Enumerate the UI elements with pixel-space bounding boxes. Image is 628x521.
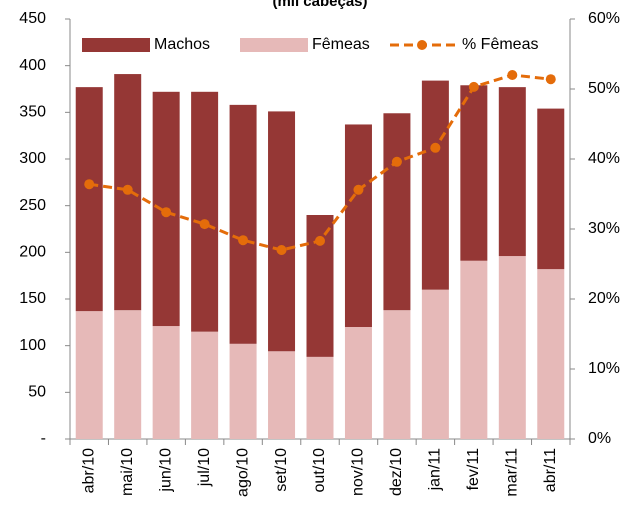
y-tick-label: 150 [19,290,46,307]
x-tick-label: dez/10 [388,448,405,496]
bar [75,87,103,312]
line-marker [468,81,479,92]
line-marker [353,184,364,195]
x-tick-label: mar/11 [504,448,521,497]
legend-label: Fêmeas [312,36,370,53]
bar [114,310,142,439]
bar [191,331,219,439]
y-tick-label: 300 [19,150,46,167]
bar [306,356,334,439]
line-marker [161,207,172,218]
bar [460,85,488,261]
y-tick-label: - [41,430,46,447]
legend-label: % Fêmeas [462,36,538,53]
bar [229,104,257,344]
chart-subtitle: (mil cabeças) [272,0,367,10]
legend-label: Machos [154,36,210,53]
x-tick-label: set/10 [273,448,290,492]
bar [344,327,372,439]
line-marker [391,156,402,167]
x-tick-label: fev/11 [465,448,482,491]
x-tick-label: jun/10 [157,448,174,493]
line-marker [122,184,133,195]
x-tick-label: ago/10 [234,448,251,497]
x-tick-label: abr/10 [80,448,97,493]
x-tick-label: nov/10 [350,448,367,496]
line-marker [276,245,287,255]
legend-swatch [82,38,150,52]
bar [498,256,526,439]
line-marker [545,74,556,85]
bar [75,311,103,439]
legend-swatch [240,38,308,52]
y2-tick-label: 20% [588,290,620,307]
y2-tick-label: 30% [588,220,620,237]
y2-tick-label: 50% [588,80,620,97]
bar [268,351,296,439]
bar [152,326,180,439]
bar [537,108,565,270]
line-marker [199,219,210,230]
y-tick-label: 200 [19,244,46,261]
bar [344,124,372,327]
y-tick-label: 250 [19,197,46,214]
y2-tick-label: 0% [588,430,611,447]
bar [191,91,219,332]
bar [460,260,488,439]
x-tick-label: abr/11 [542,448,559,492]
y2-tick-label: 10% [588,360,620,377]
line-marker [238,235,249,246]
bar [383,113,411,311]
y2-tick-label: 60% [588,10,620,27]
x-tick-label: jul/10 [196,448,213,487]
bar [498,87,526,257]
line-marker [507,70,518,80]
legend-marker [417,40,427,50]
line-marker [315,235,325,246]
x-tick-label: jan/11 [427,448,444,492]
bar [229,343,257,439]
bar [268,111,296,352]
bar [421,80,449,290]
y-tick-label: 450 [19,10,46,27]
x-tick-label: mai/10 [119,448,136,496]
bar [383,310,411,439]
y-tick-label: 400 [19,57,46,74]
line-marker [430,142,441,153]
y-tick-label: 100 [19,337,46,354]
y-tick-label: 50 [28,384,46,401]
bar [537,269,565,439]
x-tick-label: out/10 [311,448,328,493]
y2-tick-label: 40% [588,150,620,167]
y-tick-label: 350 [19,104,46,121]
line-marker [84,179,95,190]
bar [421,289,449,439]
